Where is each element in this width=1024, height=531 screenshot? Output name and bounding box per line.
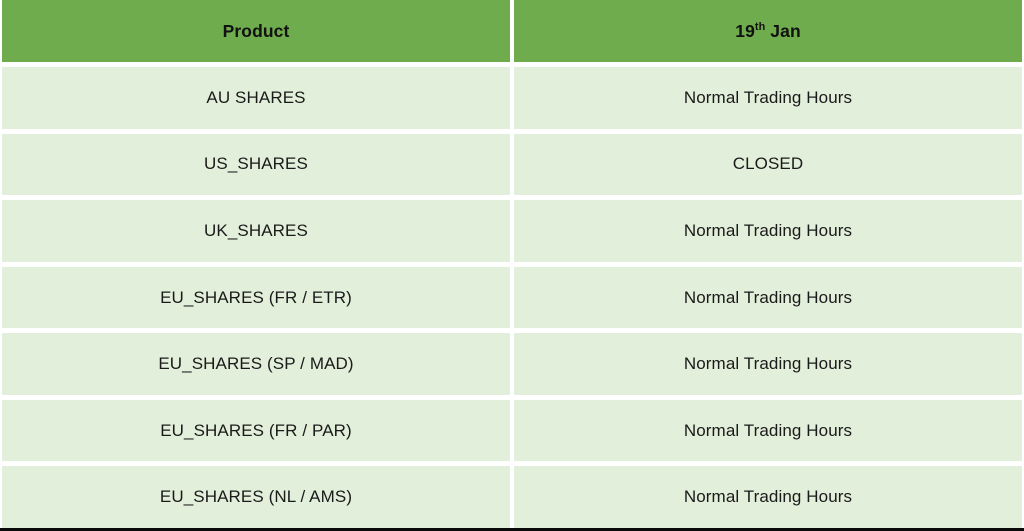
product-label: US_SHARES <box>204 154 308 174</box>
date-ordinal: th <box>754 20 766 33</box>
status-cell: Normal Trading Hours <box>514 466 1022 529</box>
product-label: EU_SHARES (FR / PAR) <box>160 420 352 440</box>
product-cell: EU_SHARES (FR / PAR) <box>2 399 510 462</box>
date-month: Jan <box>765 20 801 41</box>
header-date-label: 19th Jan <box>735 21 801 42</box>
product-cell: EU_SHARES (SP / MAD) <box>2 333 510 395</box>
product-cell: US_SHARES <box>2 133 510 196</box>
status-label: Normal Trading Hours <box>683 220 853 240</box>
product-label: EU_SHARES (SP / MAD) <box>158 354 354 374</box>
product-label: UK_SHARES <box>204 220 308 240</box>
header-cell-date: 19th Jan <box>514 0 1022 62</box>
date-day: 19 <box>735 20 755 41</box>
header-cell-product: Product <box>2 0 510 62</box>
status-cell: CLOSED <box>514 133 1022 196</box>
table-row: US_SHARES CLOSED <box>2 133 1022 196</box>
status-label: Normal Trading Hours <box>683 87 853 107</box>
table-row: AU SHARES Normal Trading Hours <box>2 67 1022 129</box>
product-cell: UK_SHARES <box>2 200 510 262</box>
table-row: EU_SHARES (FR / PAR) Normal Trading Hour… <box>2 399 1022 462</box>
table-row: EU_SHARES (NL / AMS) Normal Trading Hour… <box>2 466 1022 529</box>
status-cell: Normal Trading Hours <box>514 399 1022 462</box>
status-label: Normal Trading Hours <box>683 420 853 440</box>
table-row: UK_SHARES Normal Trading Hours <box>2 200 1022 262</box>
status-cell: Normal Trading Hours <box>514 200 1022 262</box>
status-cell: Normal Trading Hours <box>514 67 1022 129</box>
table-row: EU_SHARES (SP / MAD) Normal Trading Hour… <box>2 333 1022 395</box>
status-label: Normal Trading Hours <box>683 354 853 374</box>
product-label: AU SHARES <box>206 87 306 107</box>
product-cell: EU_SHARES (NL / AMS) <box>2 466 510 529</box>
product-label: EU_SHARES (NL / AMS) <box>159 487 353 507</box>
table-header-row: Product 19th Jan <box>2 0 1022 62</box>
product-label: EU_SHARES (FR / ETR) <box>160 287 352 307</box>
header-product-label: Product <box>222 20 290 41</box>
status-cell: Normal Trading Hours <box>514 266 1022 329</box>
table-row: EU_SHARES (FR / ETR) Normal Trading Hour… <box>2 266 1022 329</box>
product-cell: EU_SHARES (FR / ETR) <box>2 266 510 329</box>
status-label: Normal Trading Hours <box>683 487 853 507</box>
status-label: Normal Trading Hours <box>683 287 853 307</box>
status-label: CLOSED <box>732 154 804 174</box>
product-cell: AU SHARES <box>2 67 510 129</box>
status-cell: Normal Trading Hours <box>514 333 1022 395</box>
